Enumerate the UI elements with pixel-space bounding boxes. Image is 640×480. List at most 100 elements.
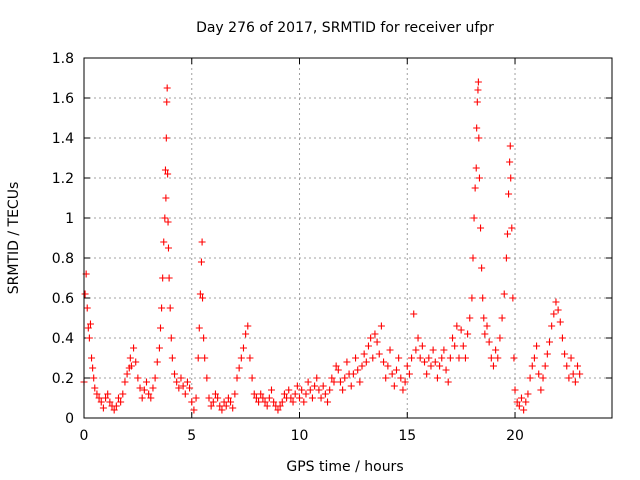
data-point [142, 378, 150, 386]
data-point [478, 264, 486, 272]
data-point [541, 362, 549, 370]
data-point [373, 338, 381, 346]
data-point [89, 364, 97, 372]
data-point [205, 394, 213, 402]
data-point [528, 362, 536, 370]
grid-lines [84, 58, 612, 418]
data-point [311, 382, 319, 390]
data-point [397, 374, 405, 382]
data-point [444, 378, 452, 386]
y-axis-title: SRMTID / TECUs [6, 182, 22, 295]
data-point [410, 310, 418, 318]
y-tick-label: 0.2 [52, 371, 74, 387]
data-point [418, 342, 426, 350]
data-point [334, 366, 342, 374]
data-point [138, 394, 146, 402]
data-point [431, 358, 439, 366]
data-point [274, 406, 282, 414]
data-point [451, 342, 459, 350]
data-point [494, 354, 502, 362]
data-point [343, 358, 351, 366]
data-point [127, 362, 135, 370]
data-point [520, 406, 528, 414]
data-point [242, 330, 250, 338]
data-point [197, 258, 205, 266]
data-point [440, 346, 448, 354]
data-point [339, 386, 347, 394]
data-point [151, 374, 159, 382]
y-tick-label: 1.4 [52, 131, 74, 147]
chart-title: Day 276 of 2017, SRMTID for receiver ufp… [196, 20, 494, 36]
y-tick-label: 0.6 [52, 291, 74, 307]
data-point [554, 306, 562, 314]
data-point [218, 406, 226, 414]
data-point [386, 346, 394, 354]
data-point [475, 174, 483, 182]
data-point [163, 84, 171, 92]
data-point [278, 398, 286, 406]
data-point [132, 358, 140, 366]
x-tick-labels: 0 5 10 15 20 [80, 428, 524, 444]
data-point [315, 386, 323, 394]
y-tick-label: 0.8 [52, 251, 74, 267]
x-tick-label: 20 [506, 428, 524, 444]
data-point [155, 344, 163, 352]
data-point [161, 214, 169, 222]
data-point [99, 404, 107, 412]
data-point [149, 384, 157, 392]
data-point [201, 354, 209, 362]
x-tick-label: 0 [80, 428, 89, 444]
data-point [164, 170, 172, 178]
data-point [433, 374, 441, 382]
data-point [414, 334, 422, 342]
data-point [530, 354, 538, 362]
data-point [130, 344, 138, 352]
y-tick-label: 1.2 [52, 171, 74, 187]
data-point [207, 402, 215, 410]
data-point [505, 190, 513, 198]
data-point [356, 378, 364, 386]
data-point [167, 334, 175, 342]
data-point [250, 390, 258, 398]
data-point [556, 318, 564, 326]
data-point [442, 366, 450, 374]
data-point [267, 386, 275, 394]
data-point [468, 294, 476, 302]
data-point [248, 374, 256, 382]
data-point [401, 378, 409, 386]
data-point [237, 354, 245, 362]
data-point [183, 378, 191, 386]
data-point [377, 322, 385, 330]
data-point [104, 390, 112, 398]
data-point [526, 374, 534, 382]
data-point [571, 378, 579, 386]
data-point [298, 386, 306, 394]
data-point [367, 334, 375, 342]
data-point [319, 382, 327, 390]
data-point [561, 350, 569, 358]
data-point [252, 394, 260, 402]
data-point [341, 374, 349, 382]
data-point [163, 98, 171, 106]
data-point [164, 244, 172, 252]
data-point [255, 398, 263, 406]
data-point [95, 394, 103, 402]
data-point [449, 334, 457, 342]
data-points [80, 78, 584, 414]
data-point [475, 134, 483, 142]
data-point [466, 314, 474, 322]
data-point [134, 374, 142, 382]
data-point [390, 382, 398, 390]
data-point [474, 78, 482, 86]
data-point [535, 370, 543, 378]
data-point [408, 354, 416, 362]
plot-border [83, 57, 613, 419]
data-point [296, 394, 304, 402]
x-tick-label: 15 [398, 428, 416, 444]
data-point [231, 390, 239, 398]
data-point [446, 354, 454, 362]
data-point [509, 294, 517, 302]
data-point [203, 374, 211, 382]
data-point [552, 298, 560, 306]
